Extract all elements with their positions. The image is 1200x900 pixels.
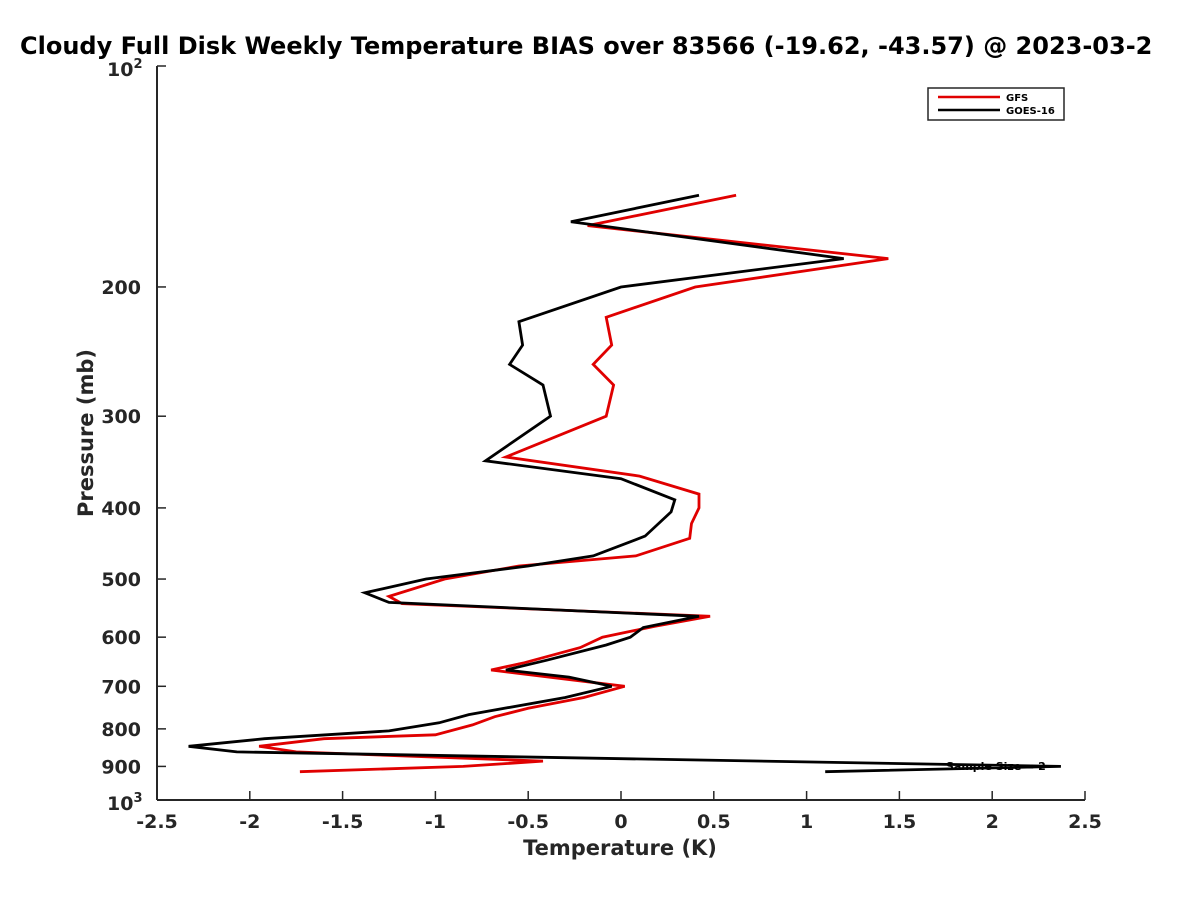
y-tick-label: 600 [101, 627, 141, 649]
plot-lines [188, 193, 1061, 774]
x-tick-label: -0.5 [507, 811, 549, 833]
x-axis-label: Temperature (K) [523, 836, 717, 860]
x-tick-label: 0.5 [697, 811, 731, 833]
y-axis-ticks: 200 300 400 500 600 700 800 900 [101, 65, 166, 801]
y-tick-label-bottom: 103 [107, 791, 143, 815]
series-line-gfs [258, 193, 889, 774]
y-tick-label: 700 [101, 676, 141, 698]
y-tick-label: 800 [101, 719, 141, 741]
x-tick-label: -1.5 [322, 811, 364, 833]
y-tick-label: 400 [101, 498, 141, 520]
legend-label-gfs: GFS [1006, 93, 1028, 104]
y-tick-label: 500 [101, 569, 141, 591]
series-line-goes-16 [188, 193, 1061, 774]
sample-size-annotation: Sample Size = 2 [946, 760, 1046, 773]
x-tick-label: 2.5 [1068, 811, 1102, 833]
y-axis-label: Pressure (mb) [74, 349, 98, 517]
y-tick-label: 300 [101, 406, 141, 428]
chart-title: Cloudy Full Disk Weekly Temperature BIAS… [20, 32, 1152, 60]
x-axis-ticks: -2.5 -2 -1.5 -1 -0.5 0 0.5 1 1.5 2 2.5 [136, 791, 1102, 833]
x-tick-label: -1 [425, 811, 446, 833]
y-tick-label-top: 102 [107, 57, 143, 81]
x-tick-label: 1 [800, 811, 813, 833]
y-tick-label: 200 [101, 277, 141, 299]
x-tick-label: -2.5 [136, 811, 178, 833]
x-tick-label: 0 [614, 811, 627, 833]
legend: GFS GOES-16 [927, 87, 1065, 121]
y-tick-label: 900 [101, 756, 141, 778]
legend-box [927, 87, 1065, 121]
x-tick-label: 1.5 [883, 811, 917, 833]
x-tick-label: -2 [239, 811, 260, 833]
x-tick-label: 2 [986, 811, 999, 833]
legend-label-goes16: GOES-16 [1006, 106, 1055, 117]
